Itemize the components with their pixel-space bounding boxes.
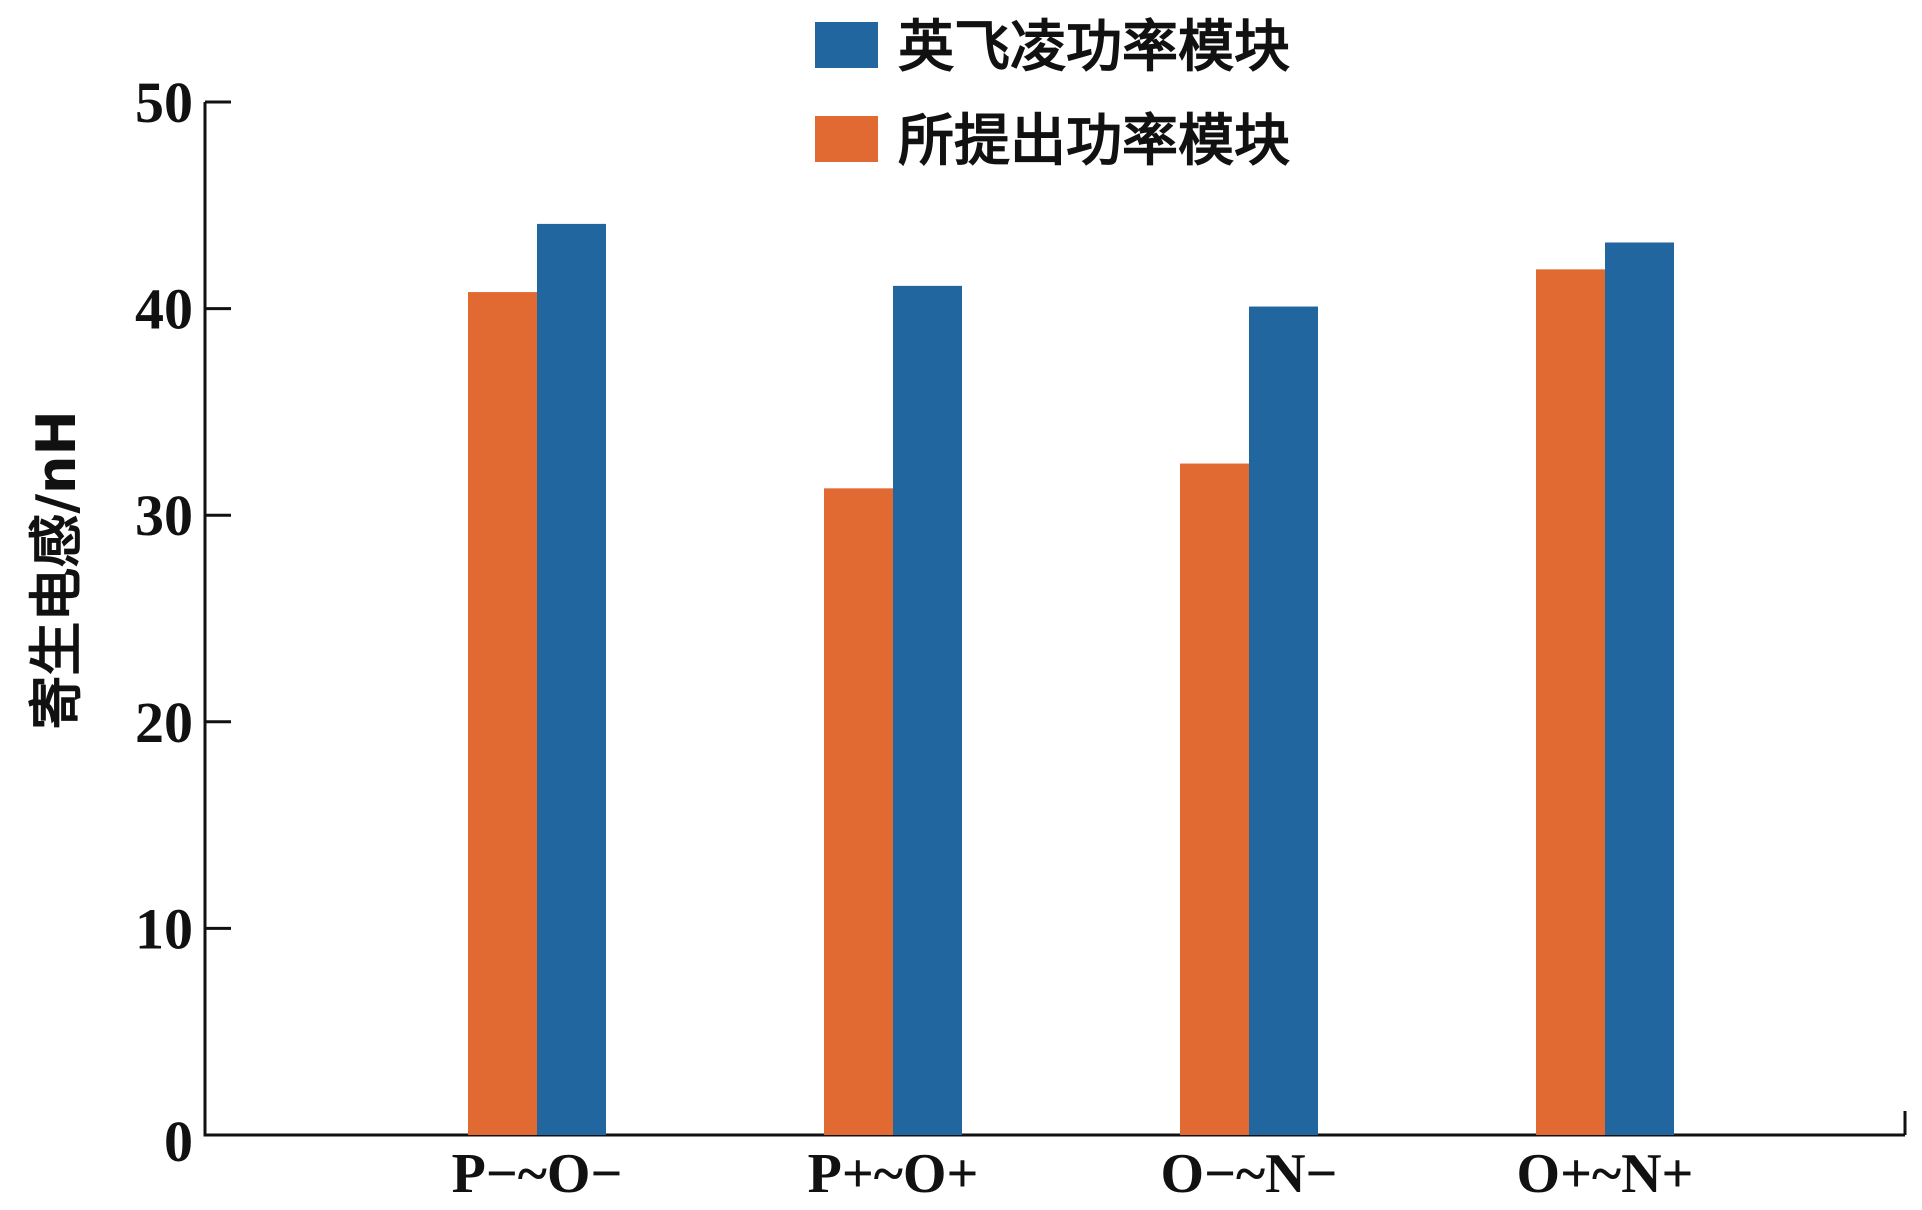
legend-label: 所提出功率模块 [898, 109, 1290, 174]
bar-infineon-1 [893, 285, 962, 1135]
y-tick-label: 50 [135, 70, 193, 135]
y-tick-label: 0 [164, 1109, 193, 1174]
bar-proposed-1 [824, 488, 893, 1135]
legend-swatch [815, 116, 878, 162]
y-tick-label: 20 [135, 690, 193, 755]
x-axis: P−~O− P+~O+ O−~N− O+~N+ [203, 1111, 1907, 1205]
y-tick-label: 30 [135, 483, 193, 548]
bar-infineon-3 [1605, 242, 1674, 1135]
x-tick-label: P+~O+ [808, 1143, 979, 1205]
bar-proposed-2 [1180, 463, 1249, 1135]
bars [468, 223, 1674, 1136]
legend-swatch [815, 22, 878, 68]
bar-infineon-2 [1249, 306, 1318, 1135]
y-axis-title: 寄生电感/nH [25, 410, 88, 729]
bar-infineon-0 [537, 223, 606, 1136]
x-tick-label: O+~N+ [1517, 1143, 1694, 1205]
x-tick-label: O−~N− [1161, 1143, 1338, 1205]
x-tick-label: P−~O− [452, 1143, 623, 1205]
y-tick-label: 10 [135, 896, 193, 961]
bar-proposed-0 [468, 292, 537, 1135]
y-axis: 0 10 20 30 40 50 [135, 70, 231, 1174]
legend-label: 英飞凌功率模块 [898, 15, 1290, 80]
y-tick-label: 40 [135, 277, 193, 342]
bar-proposed-3 [1536, 269, 1605, 1135]
